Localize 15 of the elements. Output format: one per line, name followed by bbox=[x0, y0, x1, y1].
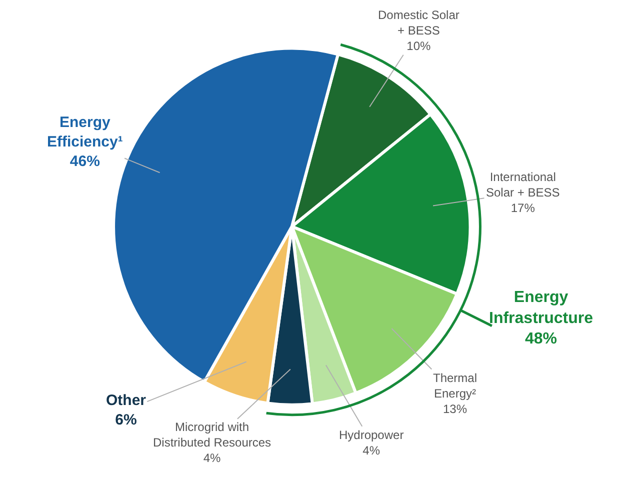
slice-label: Thermal Energy² bbox=[433, 371, 478, 401]
data-label: 17% bbox=[510, 201, 536, 216]
data-label: 46% bbox=[70, 153, 100, 170]
slice-label: Other bbox=[106, 392, 146, 409]
slice-label: Hydropower bbox=[339, 428, 404, 442]
text: Energy Infrastructure 48% bbox=[489, 289, 594, 348]
data-label: 4% bbox=[362, 444, 380, 458]
data-label: 13% bbox=[442, 402, 468, 416]
slice-label: Energy Efficiency¹ bbox=[47, 114, 123, 150]
data-label: 6% bbox=[115, 412, 137, 428]
slice-label: International Solar + BESS bbox=[486, 170, 560, 200]
slice-label: Domestic Solar + BESS bbox=[378, 8, 460, 38]
slice-label: Microgrid with Distributed Resources bbox=[153, 420, 272, 450]
data-label: 10% bbox=[406, 39, 432, 54]
data-label: 4% bbox=[203, 451, 222, 466]
